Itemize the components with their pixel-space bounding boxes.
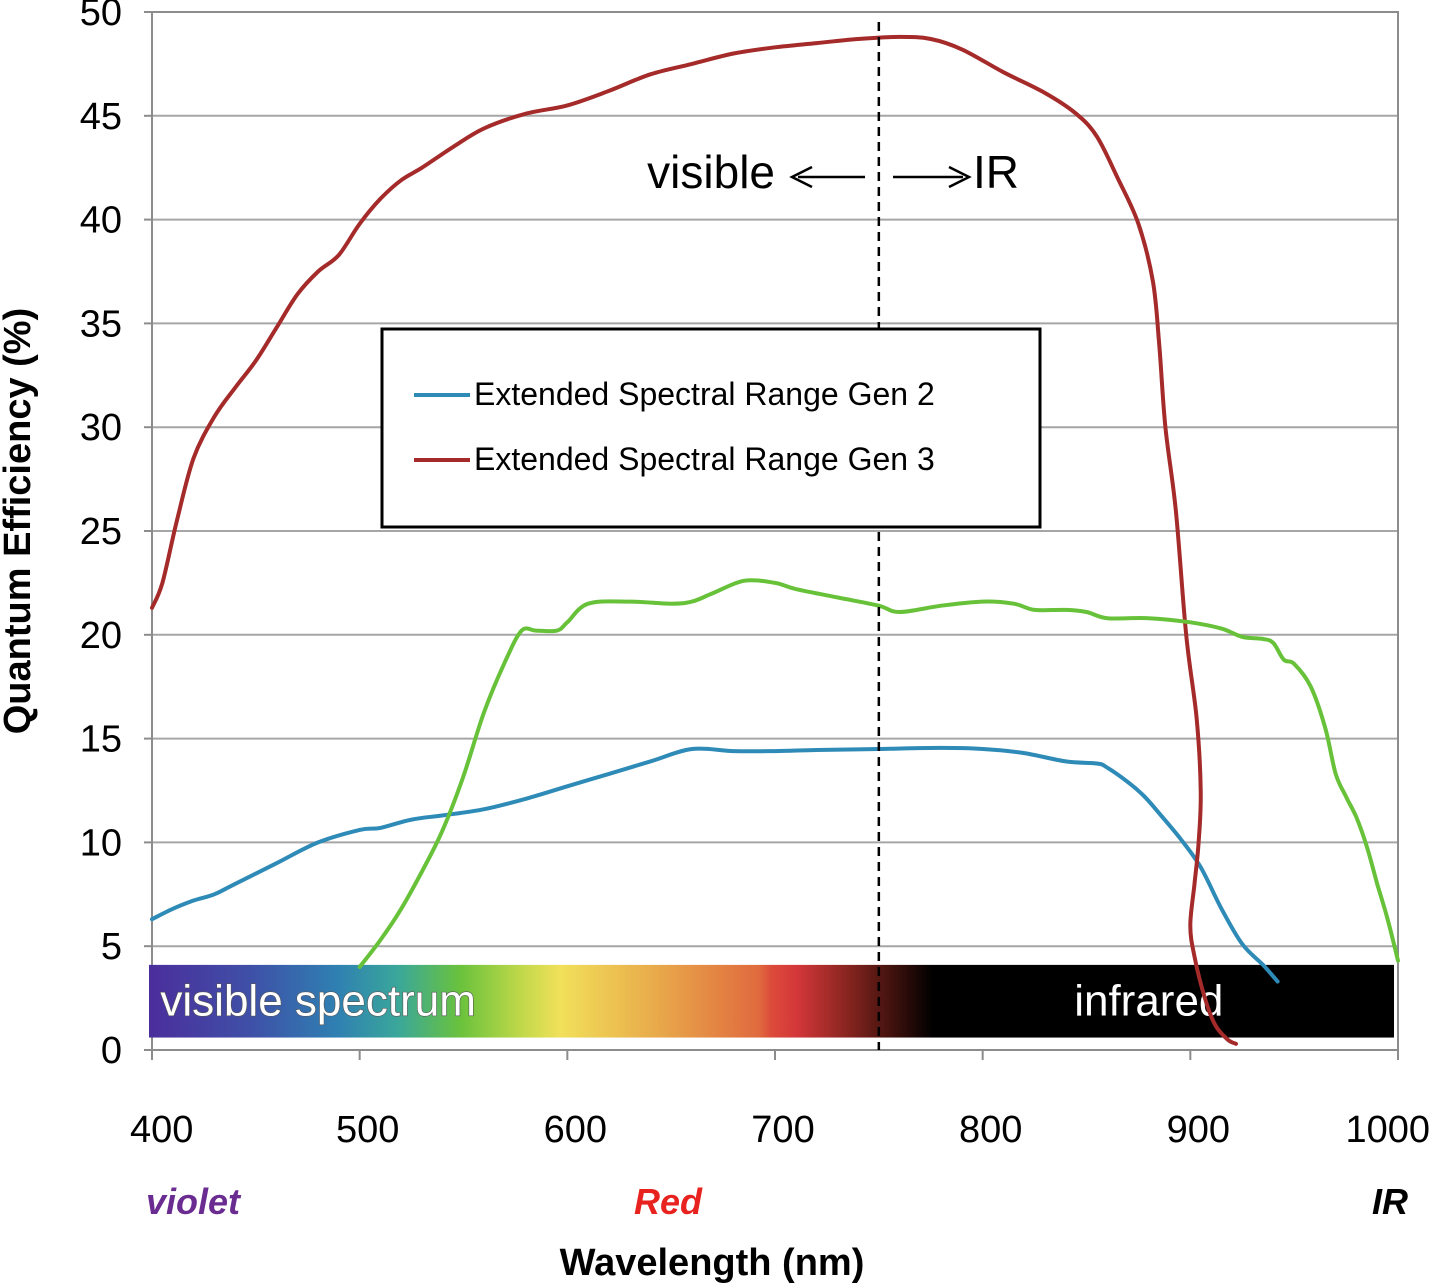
arrow-head xyxy=(948,165,972,189)
y-tick-label: 10 xyxy=(80,822,122,864)
visible-spectrum-label: visible spectrum xyxy=(160,977,475,1026)
x-axis-title: Wavelength (nm) xyxy=(560,1242,865,1284)
left-arrow-icon xyxy=(789,165,865,189)
x-tick-label: 500 xyxy=(336,1109,399,1151)
infrared-label: infrared xyxy=(1074,977,1223,1026)
legend-box xyxy=(380,327,1042,529)
gridlines xyxy=(144,11,1399,1060)
y-tick-label: 30 xyxy=(80,407,122,449)
x-tick-label: 600 xyxy=(544,1109,607,1151)
x-tick-label: 900 xyxy=(1167,1109,1230,1151)
green-qe-line xyxy=(357,578,1400,969)
y-tick-label: 20 xyxy=(80,615,122,657)
legend-label-gen3: Extended Spectral Range Gen 3 xyxy=(474,441,935,477)
y-tick-label: 50 xyxy=(80,0,122,34)
y-tick-label: 25 xyxy=(80,511,122,553)
x-tick-label: 800 xyxy=(959,1109,1022,1151)
y-tick-label: 5 xyxy=(101,926,122,968)
x-tick-labels: 400 500 600 700 800 900 1000 xyxy=(130,1109,1430,1151)
visible-annotation: visible xyxy=(647,146,775,198)
arrow-head xyxy=(789,165,813,189)
right-arrow-icon xyxy=(893,165,972,189)
legend-label-gen2: Extended Spectral Range Gen 2 xyxy=(474,376,935,412)
y-tick-label: 45 xyxy=(80,96,122,138)
y-tick-label: 0 xyxy=(101,1030,122,1072)
x-tick-label: 400 xyxy=(130,1109,193,1151)
y-tick-label: 15 xyxy=(80,719,122,761)
y-axis-title: Quantum Efficiency (%) xyxy=(0,308,39,735)
gen2-qe-line xyxy=(150,745,1280,984)
x-tick-label: 1000 xyxy=(1345,1109,1430,1151)
y-tick-label: 35 xyxy=(80,303,122,345)
y-tick-label: 40 xyxy=(80,200,122,242)
series-lines xyxy=(150,34,1400,1046)
red-region-label: Red xyxy=(634,1181,703,1222)
plot-frame xyxy=(151,11,1399,1051)
y-tick-labels: 0 5 10 15 20 25 30 35 40 45 50 xyxy=(80,0,122,1072)
gen3-qe-line xyxy=(150,34,1238,1046)
ir-region-label: IR xyxy=(1372,1181,1408,1222)
ir-annotation: IR xyxy=(973,146,1019,198)
violet-region-label: violet xyxy=(146,1181,242,1222)
legend: Extended Spectral Range Gen 2 Extended S… xyxy=(380,327,1042,529)
spectrum-band xyxy=(149,964,1394,1038)
x-tick-label: 700 xyxy=(751,1109,814,1151)
